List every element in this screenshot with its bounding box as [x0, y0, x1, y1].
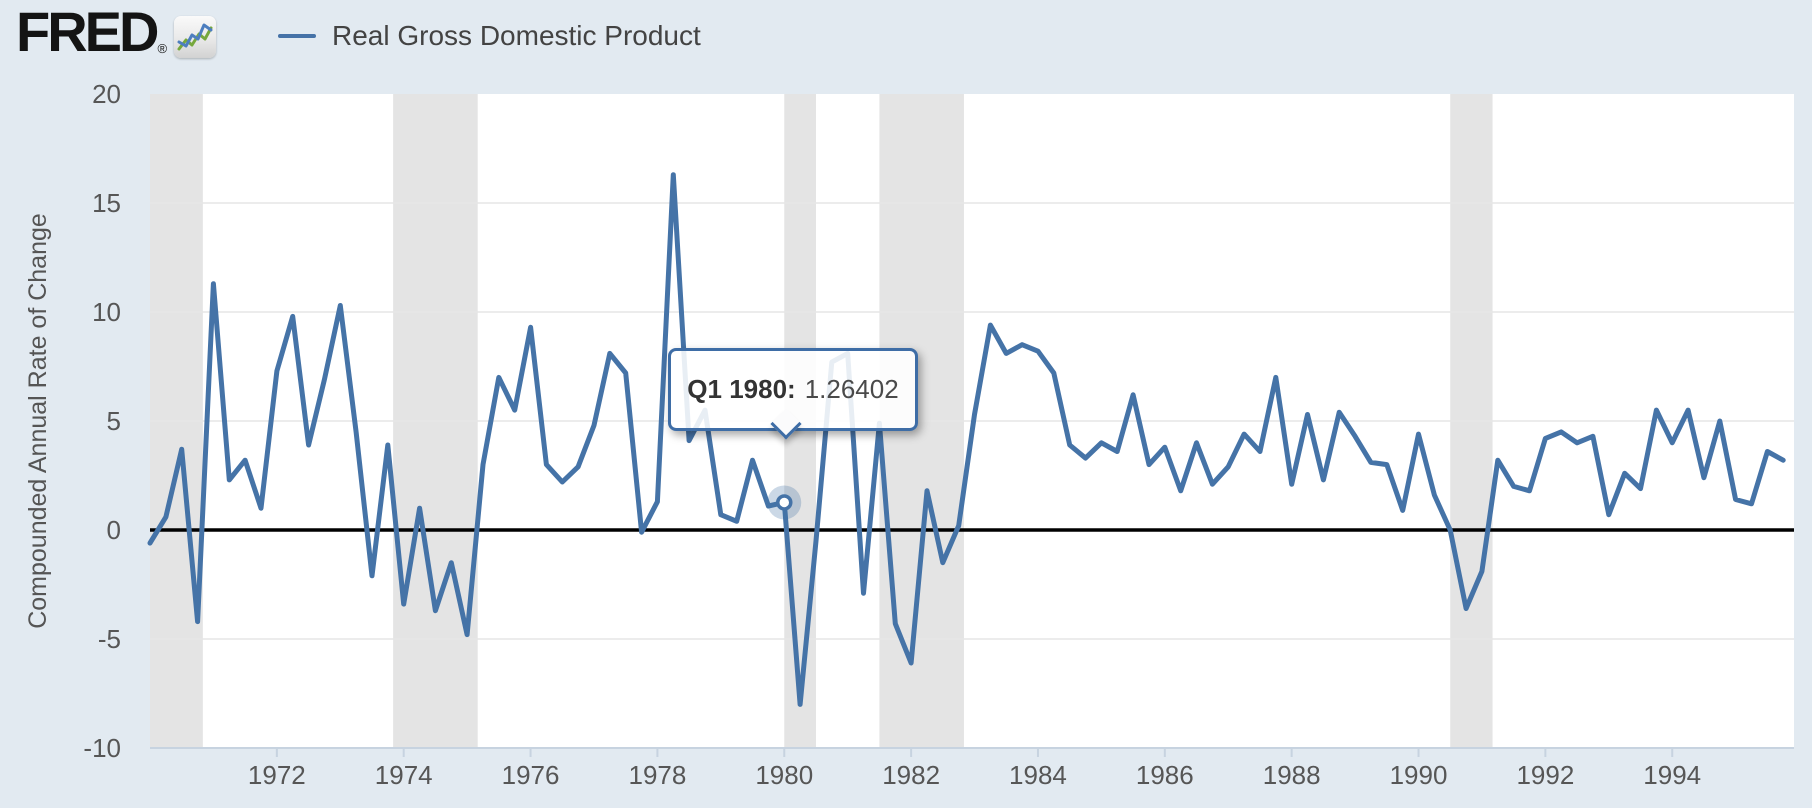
x-tick-label: 1974 — [374, 760, 433, 790]
x-tick-label: 1992 — [1516, 760, 1575, 790]
fred-line-chart-icon — [174, 16, 217, 58]
y-tick-label: 5 — [106, 406, 121, 436]
x-tick-label: 1990 — [1389, 760, 1448, 790]
x-tick-label: 1988 — [1262, 760, 1321, 790]
y-tick-label: 15 — [92, 188, 121, 218]
y-tick-label: -10 — [83, 733, 121, 763]
y-tick-label: -5 — [97, 624, 121, 654]
legend-line-swatch — [278, 34, 316, 38]
x-tick-label: 1972 — [247, 760, 306, 790]
y-tick-label: 20 — [92, 79, 121, 109]
fred-logo-text: FRED — [16, 0, 159, 63]
x-tick-label: 1976 — [501, 760, 560, 790]
y-tick-label: 0 — [106, 515, 121, 545]
x-tick-label: 1978 — [628, 760, 687, 790]
x-tick-label: 1982 — [882, 760, 941, 790]
registered-trademark: ® — [157, 41, 168, 56]
legend: Real Gross Domestic Product — [278, 20, 701, 52]
tooltip-date-label: Q1 1980: — [687, 374, 796, 404]
x-tick-label: 1994 — [1643, 760, 1702, 790]
hover-tooltip: Q1 1980: 1.26402 — [668, 348, 918, 440]
x-tick-label: 1980 — [755, 760, 814, 790]
y-tick-label: 10 — [92, 297, 121, 327]
x-tick-label: 1986 — [1135, 760, 1194, 790]
chart-header: FRED ® Real Gross Domestic Product — [0, 0, 1812, 64]
legend-series-label[interactable]: Real Gross Domestic Product — [332, 20, 701, 51]
tooltip-value: 1.26402 — [804, 374, 899, 404]
point-marker[interactable] — [776, 494, 793, 511]
fred-logo[interactable]: FRED ® — [16, 0, 217, 63]
gdp-series-line[interactable] — [147, 172, 1786, 707]
x-tick-label: 1984 — [1009, 760, 1067, 790]
